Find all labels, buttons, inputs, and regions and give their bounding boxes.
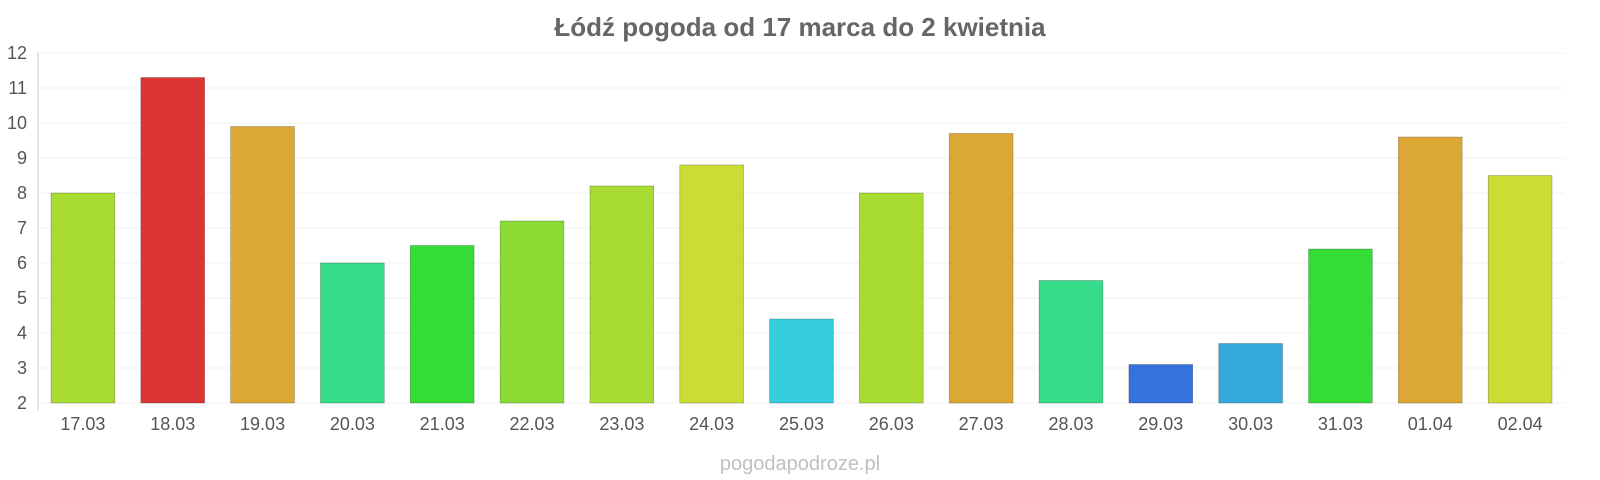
bar-23.03 [589,185,655,404]
y-tick-label: 9 [17,148,27,168]
x-tick-label: 29.03 [1138,414,1183,434]
x-tick-label: 01.04 [1408,414,1453,434]
x-tick-label: 27.03 [959,414,1004,434]
bar-20.03 [320,262,385,404]
y-tick-label: 8 [17,183,27,203]
x-tick-label: 17.03 [60,414,105,434]
x-tick-label: 24.03 [689,414,734,434]
x-tick-label: 26.03 [869,414,914,434]
bar-19.03 [230,126,295,404]
bar-25.03 [769,318,834,404]
bar-30.03 [1218,343,1283,404]
bar-31.03 [1308,248,1373,404]
y-tick-label: 7 [17,218,27,238]
watermark-text: pogodapodroze.pl [720,453,880,475]
x-tick-label: 28.03 [1048,414,1093,434]
x-tick-label: 22.03 [510,414,555,434]
chart-title: Łódź pogoda od 17 marca do 2 kwietnia [554,12,1046,42]
bar-22.03 [499,220,565,404]
bar-29.03 [1128,364,1193,404]
bar-24.03 [679,164,744,404]
x-tick-label: 21.03 [420,414,465,434]
x-axis: 17.03 18.03 19.03 20.03 21.03 22.03 23.03 24.03… [60,414,1542,434]
bar-28.03 [1038,280,1104,404]
y-tick-label: 5 [17,288,27,308]
bar-17.03 [50,192,116,404]
y-tick-label: 12 [7,43,27,63]
bar-27.03 [948,133,1014,404]
y-tick-label: 11 [8,78,27,98]
x-tick-label: 19.03 [240,414,285,434]
x-tick-label: 23.03 [599,414,644,434]
y-tick-label: 4 [17,323,27,343]
bar-26.03 [859,192,924,404]
x-tick-label: 20.03 [330,414,375,434]
y-tick-label: 6 [17,253,27,273]
bars [50,77,1553,404]
bar-02.04 [1487,175,1553,404]
y-tick-label: 10 [7,113,27,133]
x-tick-label: 30.03 [1228,414,1273,434]
x-tick-label: 31.03 [1318,414,1363,434]
bar-18.03 [140,77,205,404]
y-tick-label: 3 [17,358,27,378]
y-axis: 2 3 4 5 6 7 8 9 10 11 12 [7,43,39,413]
y-tick-label: 2 [17,393,27,413]
x-tick-label: 25.03 [779,414,824,434]
x-tick-label: 18.03 [150,414,195,434]
bar-01.04 [1398,136,1463,404]
x-tick-label: 02.04 [1498,414,1543,434]
bar-21.03 [410,245,475,404]
